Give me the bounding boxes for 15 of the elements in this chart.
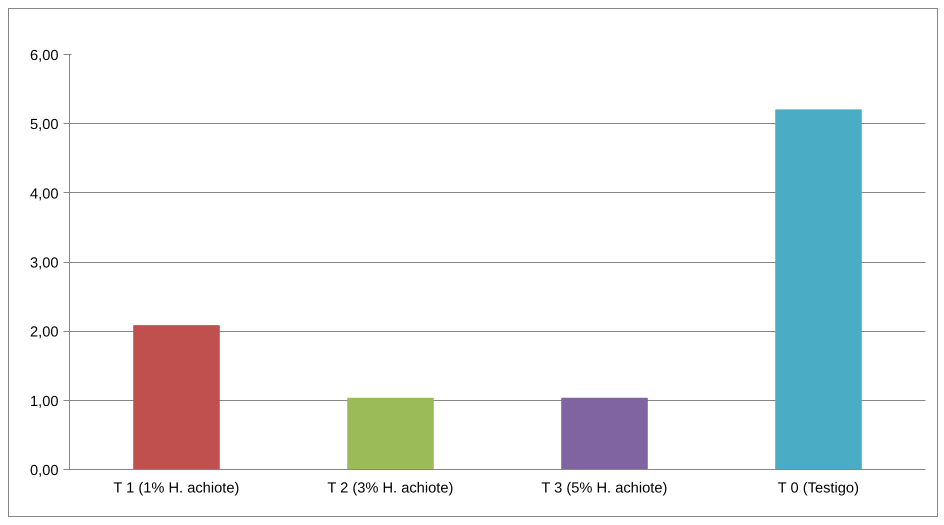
bar [347,398,434,470]
y-tick-label: 6,00 [30,48,59,64]
y-tick-label: 5,00 [30,117,59,134]
y-tick-label: 3,00 [30,256,59,272]
bar [133,325,220,470]
x-tick-label: T 2 (3% H. achiote) [327,480,454,496]
y-tick-label: 0,00 [30,463,59,479]
y-tick-label: 1,00 [30,394,59,410]
bar [775,109,862,470]
x-tick-label: T 0 (Testigo) [778,480,859,496]
x-tick-label: T 1 (1% H. achiote) [113,480,240,496]
y-tick-label: 4,00 [30,186,59,202]
y-tick-label: 2,00 [30,324,59,341]
bar [561,398,648,470]
x-tick-label: T 3 (5% H. achiote) [541,480,668,496]
